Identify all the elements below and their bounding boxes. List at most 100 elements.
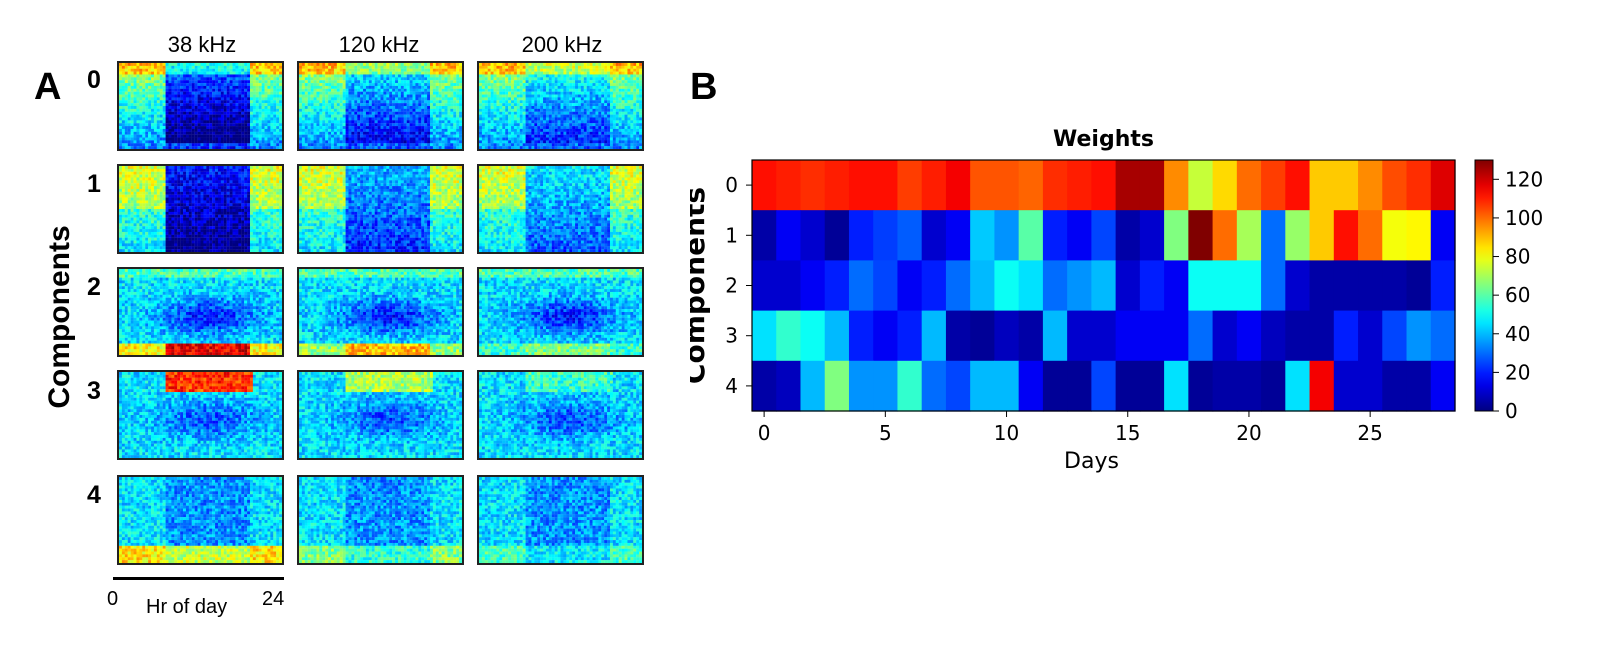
component-label: 2	[79, 273, 109, 302]
heatmap-cell	[970, 310, 996, 362]
echogram-image	[119, 166, 282, 252]
heatmap-cell	[1018, 210, 1044, 261]
heatmap-cell	[1164, 310, 1189, 362]
scale-bar	[113, 577, 284, 580]
freq-label-200khz: 200 kHz	[477, 32, 647, 58]
echogram-image	[299, 269, 462, 355]
heatmap-cell	[848, 160, 874, 211]
heatmap-cell	[1285, 360, 1311, 412]
heatmap-cell	[897, 360, 923, 412]
echogram-image	[479, 166, 642, 252]
heatmap-cell	[945, 360, 971, 412]
heatmap-cell	[873, 160, 899, 211]
heatmap-cell	[1018, 160, 1044, 211]
heatmap-cell	[873, 310, 899, 362]
heatmap-cell	[1382, 360, 1408, 412]
heatmap-cell	[1333, 360, 1359, 412]
freq-label-120khz: 120 kHz	[294, 32, 464, 58]
heatmap-cell	[1261, 310, 1286, 362]
heatmap-cell	[1115, 160, 1141, 211]
heatmap-cell	[945, 160, 971, 211]
heatmap-cell	[1091, 210, 1117, 261]
echogram-cell	[297, 475, 464, 565]
heatmap-cell	[1358, 260, 1383, 312]
heatmap-cell	[1430, 260, 1456, 312]
heatmap-cell	[1261, 260, 1286, 312]
echogram-image	[119, 372, 282, 458]
heatmap-cell	[752, 310, 777, 362]
heatmap-cell	[1188, 310, 1214, 362]
heatmap-cell	[1115, 360, 1141, 412]
heatmap-cell	[1139, 360, 1165, 412]
heatmap-cell	[776, 310, 802, 362]
heatmap-cell	[1212, 310, 1238, 362]
echogram-image	[299, 477, 462, 563]
heatmap-cell	[1309, 360, 1335, 412]
heatmap-cell	[1285, 310, 1311, 362]
y-tick-label: 2	[725, 274, 738, 298]
heatmap-cell	[921, 310, 947, 362]
heatmap-cell	[1261, 210, 1286, 261]
heatmap-cell	[1018, 360, 1044, 412]
heatmap-cell	[1139, 260, 1165, 312]
heatmap-cell	[1139, 160, 1165, 211]
heatmap-cell	[1139, 210, 1165, 261]
heatmap-cell	[897, 310, 923, 362]
echogram-cell	[477, 164, 644, 254]
heatmap-cell	[1406, 360, 1432, 412]
heatmap-cell	[776, 210, 802, 261]
x-tick-label: 10	[994, 421, 1019, 445]
heatmap-cell	[1115, 310, 1141, 362]
panel-b-letter: B	[690, 66, 717, 109]
heatmap-cell	[1333, 260, 1359, 312]
scale-end-label: 24	[262, 588, 284, 611]
heatmap-cell	[897, 160, 923, 211]
heatmap-cell	[1430, 160, 1456, 211]
heatmap-cell	[1430, 360, 1456, 412]
heatmap-cell	[1285, 210, 1311, 261]
echogram-cell	[117, 267, 284, 357]
echogram-cell	[117, 61, 284, 151]
x-axis-label: Days	[1064, 449, 1119, 474]
heatmap-cell	[1042, 210, 1068, 261]
heatmap-cell	[1067, 260, 1092, 312]
heatmap-cell	[752, 210, 777, 261]
heatmap-cell	[1091, 360, 1117, 412]
echogram-image	[299, 372, 462, 458]
heatmap-cell	[824, 210, 850, 261]
heatmap-cell	[994, 310, 1020, 362]
heatmap-cell	[1358, 310, 1383, 362]
echogram-image	[479, 63, 642, 149]
heatmap-cell	[1333, 310, 1359, 362]
heatmap-cell	[970, 260, 996, 312]
colorbar-tick-label: 120	[1505, 167, 1543, 191]
echogram-image	[299, 63, 462, 149]
heatmap-cell	[848, 310, 874, 362]
heatmap-cell	[1164, 360, 1189, 412]
y-tick-label: 3	[725, 324, 738, 348]
heatmap-cell	[1042, 260, 1068, 312]
heatmap-cell	[1091, 160, 1117, 211]
heatmap-cell	[1042, 310, 1068, 362]
heatmap-cell	[1358, 210, 1383, 261]
heatmap-cell	[994, 160, 1020, 211]
heatmap-cell	[1430, 310, 1456, 362]
heatmap-cell	[1188, 260, 1214, 312]
heatmap-cell	[1091, 260, 1117, 312]
echogram-image	[479, 372, 642, 458]
colorbar-tick-label: 60	[1505, 283, 1530, 307]
heatmap-cell	[1382, 260, 1408, 312]
heatmap-cell	[921, 260, 947, 312]
heatmap-cell	[824, 160, 850, 211]
heatmap-cell	[1164, 210, 1189, 261]
heatmap-cell	[1042, 360, 1068, 412]
heatmap-cell	[945, 260, 971, 312]
panel-a-letter: A	[34, 66, 61, 109]
heatmap-cell	[1382, 160, 1408, 211]
component-label: 4	[79, 481, 109, 510]
echogram-cell	[477, 61, 644, 151]
heatmap-cell	[1309, 210, 1335, 261]
colorbar	[1474, 159, 1494, 412]
heatmap-cell	[1188, 160, 1214, 211]
heatmap-cell	[1236, 160, 1262, 211]
